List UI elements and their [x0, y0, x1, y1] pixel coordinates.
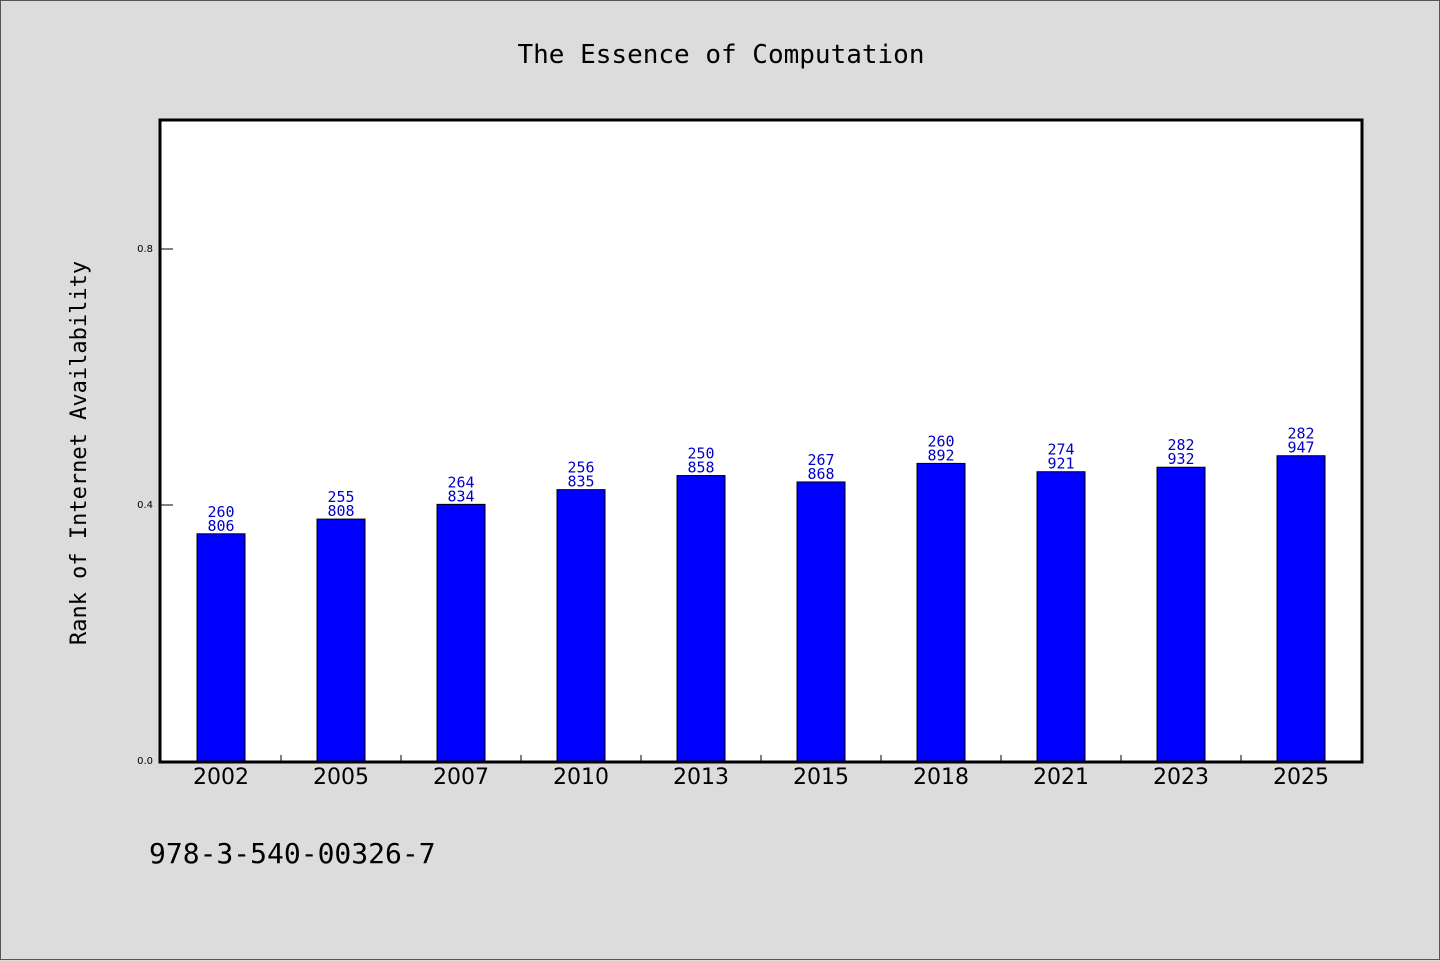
y-axis-label: Rank of Internet Availability	[67, 261, 92, 645]
chart-title: The Essence of Computation	[518, 40, 925, 70]
footer-isbn: 978-3-540-00326-7	[149, 837, 436, 870]
x-tick-label: 2013	[673, 765, 729, 790]
x-tick-label: 2015	[793, 765, 849, 790]
bar-2021	[1036, 471, 1086, 762]
x-tick-label: 2018	[913, 765, 969, 790]
data-label: 274	[1047, 441, 1074, 459]
data-label: 858	[687, 459, 714, 477]
data-label: 282	[1167, 436, 1194, 454]
bar-2025	[1276, 455, 1326, 762]
bar-2015	[796, 481, 846, 762]
data-label: 260	[927, 432, 954, 450]
data-label: 947	[1287, 439, 1314, 457]
y-tick-label: 0.0	[137, 756, 153, 767]
data-label: 267	[807, 451, 834, 469]
data-label: 921	[1047, 455, 1074, 473]
data-label: 282	[1287, 425, 1314, 443]
bar-2018	[916, 462, 966, 762]
bar-2023	[1156, 466, 1206, 762]
x-tick-label: 2021	[1033, 765, 1089, 790]
bar-2007	[436, 503, 486, 762]
x-tick-label: 2002	[193, 765, 249, 790]
data-label: 250	[687, 445, 714, 463]
bar-2010	[556, 489, 606, 762]
data-label: 932	[1167, 450, 1194, 468]
data-label: 260	[207, 503, 234, 521]
x-tick-label: 2025	[1273, 765, 1329, 790]
data-label: 868	[807, 465, 834, 483]
x-tick-label: 2010	[553, 765, 609, 790]
data-label: 892	[927, 446, 954, 464]
x-tick-label: 2005	[313, 765, 369, 790]
data-label: 808	[327, 502, 354, 520]
bar-2013	[676, 475, 726, 762]
x-axis-ticks: 2002 2005 2007 2010 2013 2015 2018 2021 2023 2025	[193, 755, 1329, 790]
data-label: 256	[567, 459, 594, 477]
data-label: 255	[327, 488, 354, 506]
data-label: 834	[447, 487, 474, 505]
data-label: 806	[207, 517, 234, 535]
x-tick-label: 2023	[1153, 765, 1209, 790]
data-label: 264	[447, 473, 474, 491]
data-label: 835	[567, 473, 594, 491]
bars-layer	[196, 455, 1326, 762]
y-tick-label: 0.4	[137, 500, 153, 511]
bar-2005	[316, 518, 366, 762]
y-tick-label: 0.8	[137, 244, 153, 255]
bar-2002	[196, 533, 246, 762]
plot-border	[158, 118, 1364, 764]
x-tick-label: 2007	[433, 765, 489, 790]
